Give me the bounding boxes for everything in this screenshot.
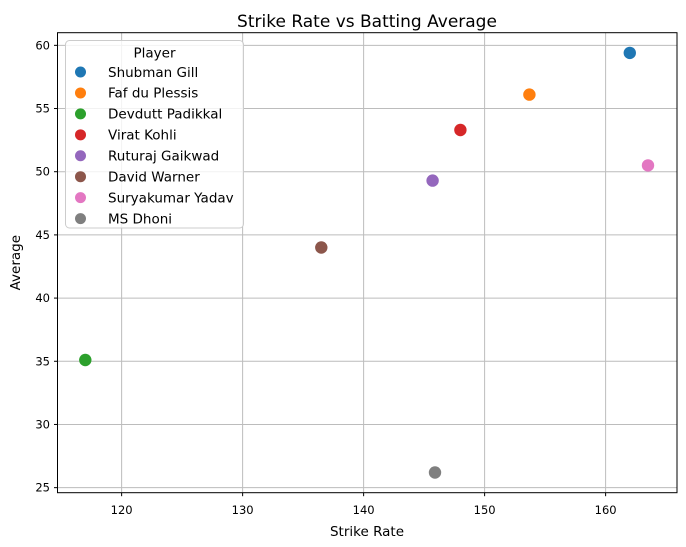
x-tick-label: 120 (111, 503, 133, 517)
data-point-david-warner (315, 241, 328, 254)
data-point-devdutt-padikkal (79, 353, 92, 367)
y-tick-label: 60 (35, 38, 50, 52)
legend-label-devdutt-padikkal: Devdutt Padikkal (108, 107, 222, 123)
points-layer (79, 46, 655, 479)
plot-area-border (57, 32, 678, 494)
legend-marker-faf-du-plessis (75, 87, 86, 99)
x-tick-label: 140 (353, 503, 375, 517)
y-tick-label: 25 (35, 481, 50, 495)
y-tick-label: 50 (35, 165, 50, 179)
legend-layer: Player Shubman Gill Faf du Plessis Devdutt … (65, 40, 244, 229)
y-tick-label: 35 (35, 354, 50, 368)
legend-marker-shubman-gill (75, 66, 86, 78)
data-point-suryakumar-yadav (641, 159, 655, 172)
legend-marker-devdutt-padikkal (75, 108, 86, 120)
legend-label-ms-dhoni: MS Dhoni (108, 211, 172, 227)
legend-marker-suryakumar-yadav (75, 192, 86, 204)
y-tick-label: 40 (35, 291, 50, 305)
y-axis-label: Average (8, 235, 24, 290)
legend-marker-ms-dhoni (75, 213, 86, 225)
legend-label-ruturaj-gaikwad: Ruturaj Gaikwad (108, 149, 219, 165)
x-tick-label: 150 (474, 503, 496, 517)
data-point-ruturaj-gaikwad (426, 174, 439, 187)
legend-label-david-warner: David Warner (108, 170, 200, 186)
y-tick-label: 30 (35, 417, 50, 431)
data-point-ms-dhoni (428, 466, 442, 479)
chart-title: Strike Rate vs Batting Average (237, 12, 497, 32)
y-tick-label: 45 (35, 228, 50, 242)
legend-label-faf-du-plessis: Faf du Plessis (108, 86, 198, 102)
data-point-faf-du-plessis (523, 88, 536, 101)
data-point-virat-kohli (454, 123, 467, 137)
y-tick-label: 55 (35, 102, 50, 116)
legend-label-shubman-gill: Shubman Gill (108, 65, 198, 81)
axes-layer: 120 130 140 150 160 25 30 35 40 45 50 55 60 (35, 32, 678, 517)
legend-title: Player (133, 46, 175, 62)
legend-box (65, 40, 244, 229)
legend-marker-virat-kohli (75, 129, 86, 141)
x-axis-label: Strike Rate (330, 524, 404, 540)
x-tick-label: 160 (595, 503, 617, 517)
legend-marker-ruturaj-gaikwad (75, 150, 86, 162)
data-point-shubman-gill (623, 46, 636, 60)
legend-marker-david-warner (75, 171, 86, 183)
legend-label-virat-kohli: Virat Kohli (108, 128, 177, 144)
x-tick-label: 130 (232, 503, 254, 517)
legend-label-suryakumar-yadav: Suryakumar Yadav (108, 190, 234, 206)
